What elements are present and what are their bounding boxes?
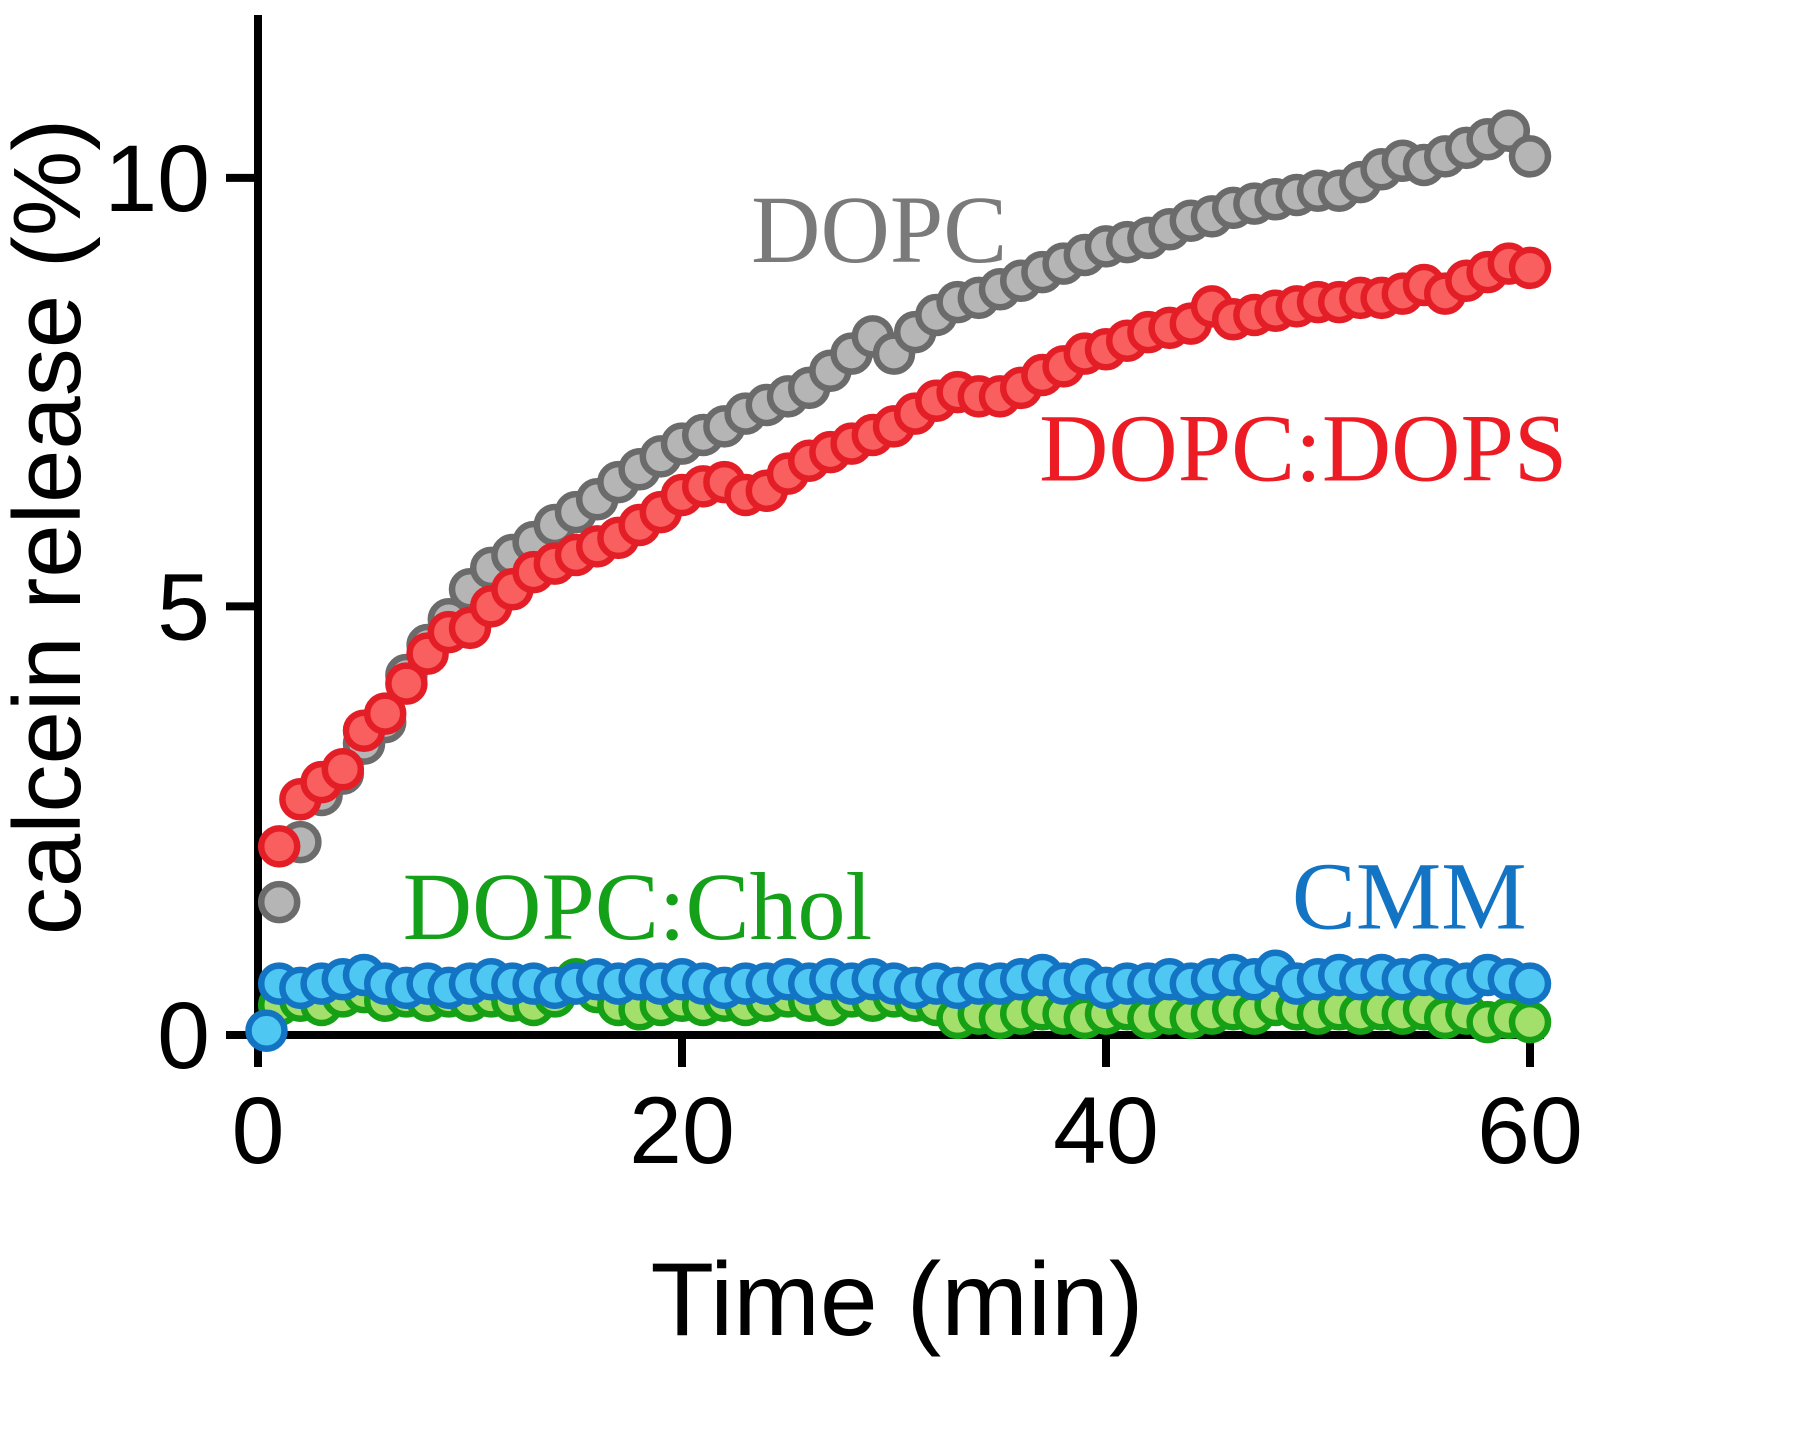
series-DOPC [257,109,1552,924]
data-point-CMM [245,1009,288,1052]
x-tick-label: 60 [1477,1078,1583,1184]
y-tick-label: 5 [157,554,210,660]
data-point-DOPC:Chol [1508,1000,1552,1044]
data-point-DOPC [1508,135,1552,178]
axes: 0 20 40 60 0 5 10 [104,15,1583,1184]
x-tick-label: 40 [1053,1078,1159,1184]
series-labels: DOPC DOPC:DOPS DOPC:Chol CMM [403,176,1568,960]
data-point-DOPC [257,880,301,924]
data-point-DOPC:DOPS [321,748,365,791]
series-label-DOPC:Chol: DOPC:Chol [403,853,872,960]
series-label-DOPC: DOPC [751,176,1007,283]
series-label-CMM: CMM [1292,843,1527,950]
data-point-DOPC:DOPS [385,662,428,705]
series-label-DOPC:DOPS: DOPC:DOPS [1039,394,1567,501]
data-point-DOPC:DOPS [257,825,301,868]
x-tick-label: 20 [629,1078,735,1184]
series-CMM [245,949,1552,1052]
y-tick-label: 0 [157,983,210,1089]
x-tick-label: 0 [232,1078,285,1184]
data-points [245,109,1552,1052]
data-point-CMM [1508,962,1552,1005]
data-point-DOPC:DOPS [363,692,407,735]
data-point-DOPC:DOPS [1508,246,1552,290]
x-axis-title: Time (min) [651,1242,1144,1358]
y-tick-label: 10 [104,126,210,232]
series-DOPC:DOPS [257,242,1552,868]
y-axis-title: calcein release (%) [0,119,101,935]
